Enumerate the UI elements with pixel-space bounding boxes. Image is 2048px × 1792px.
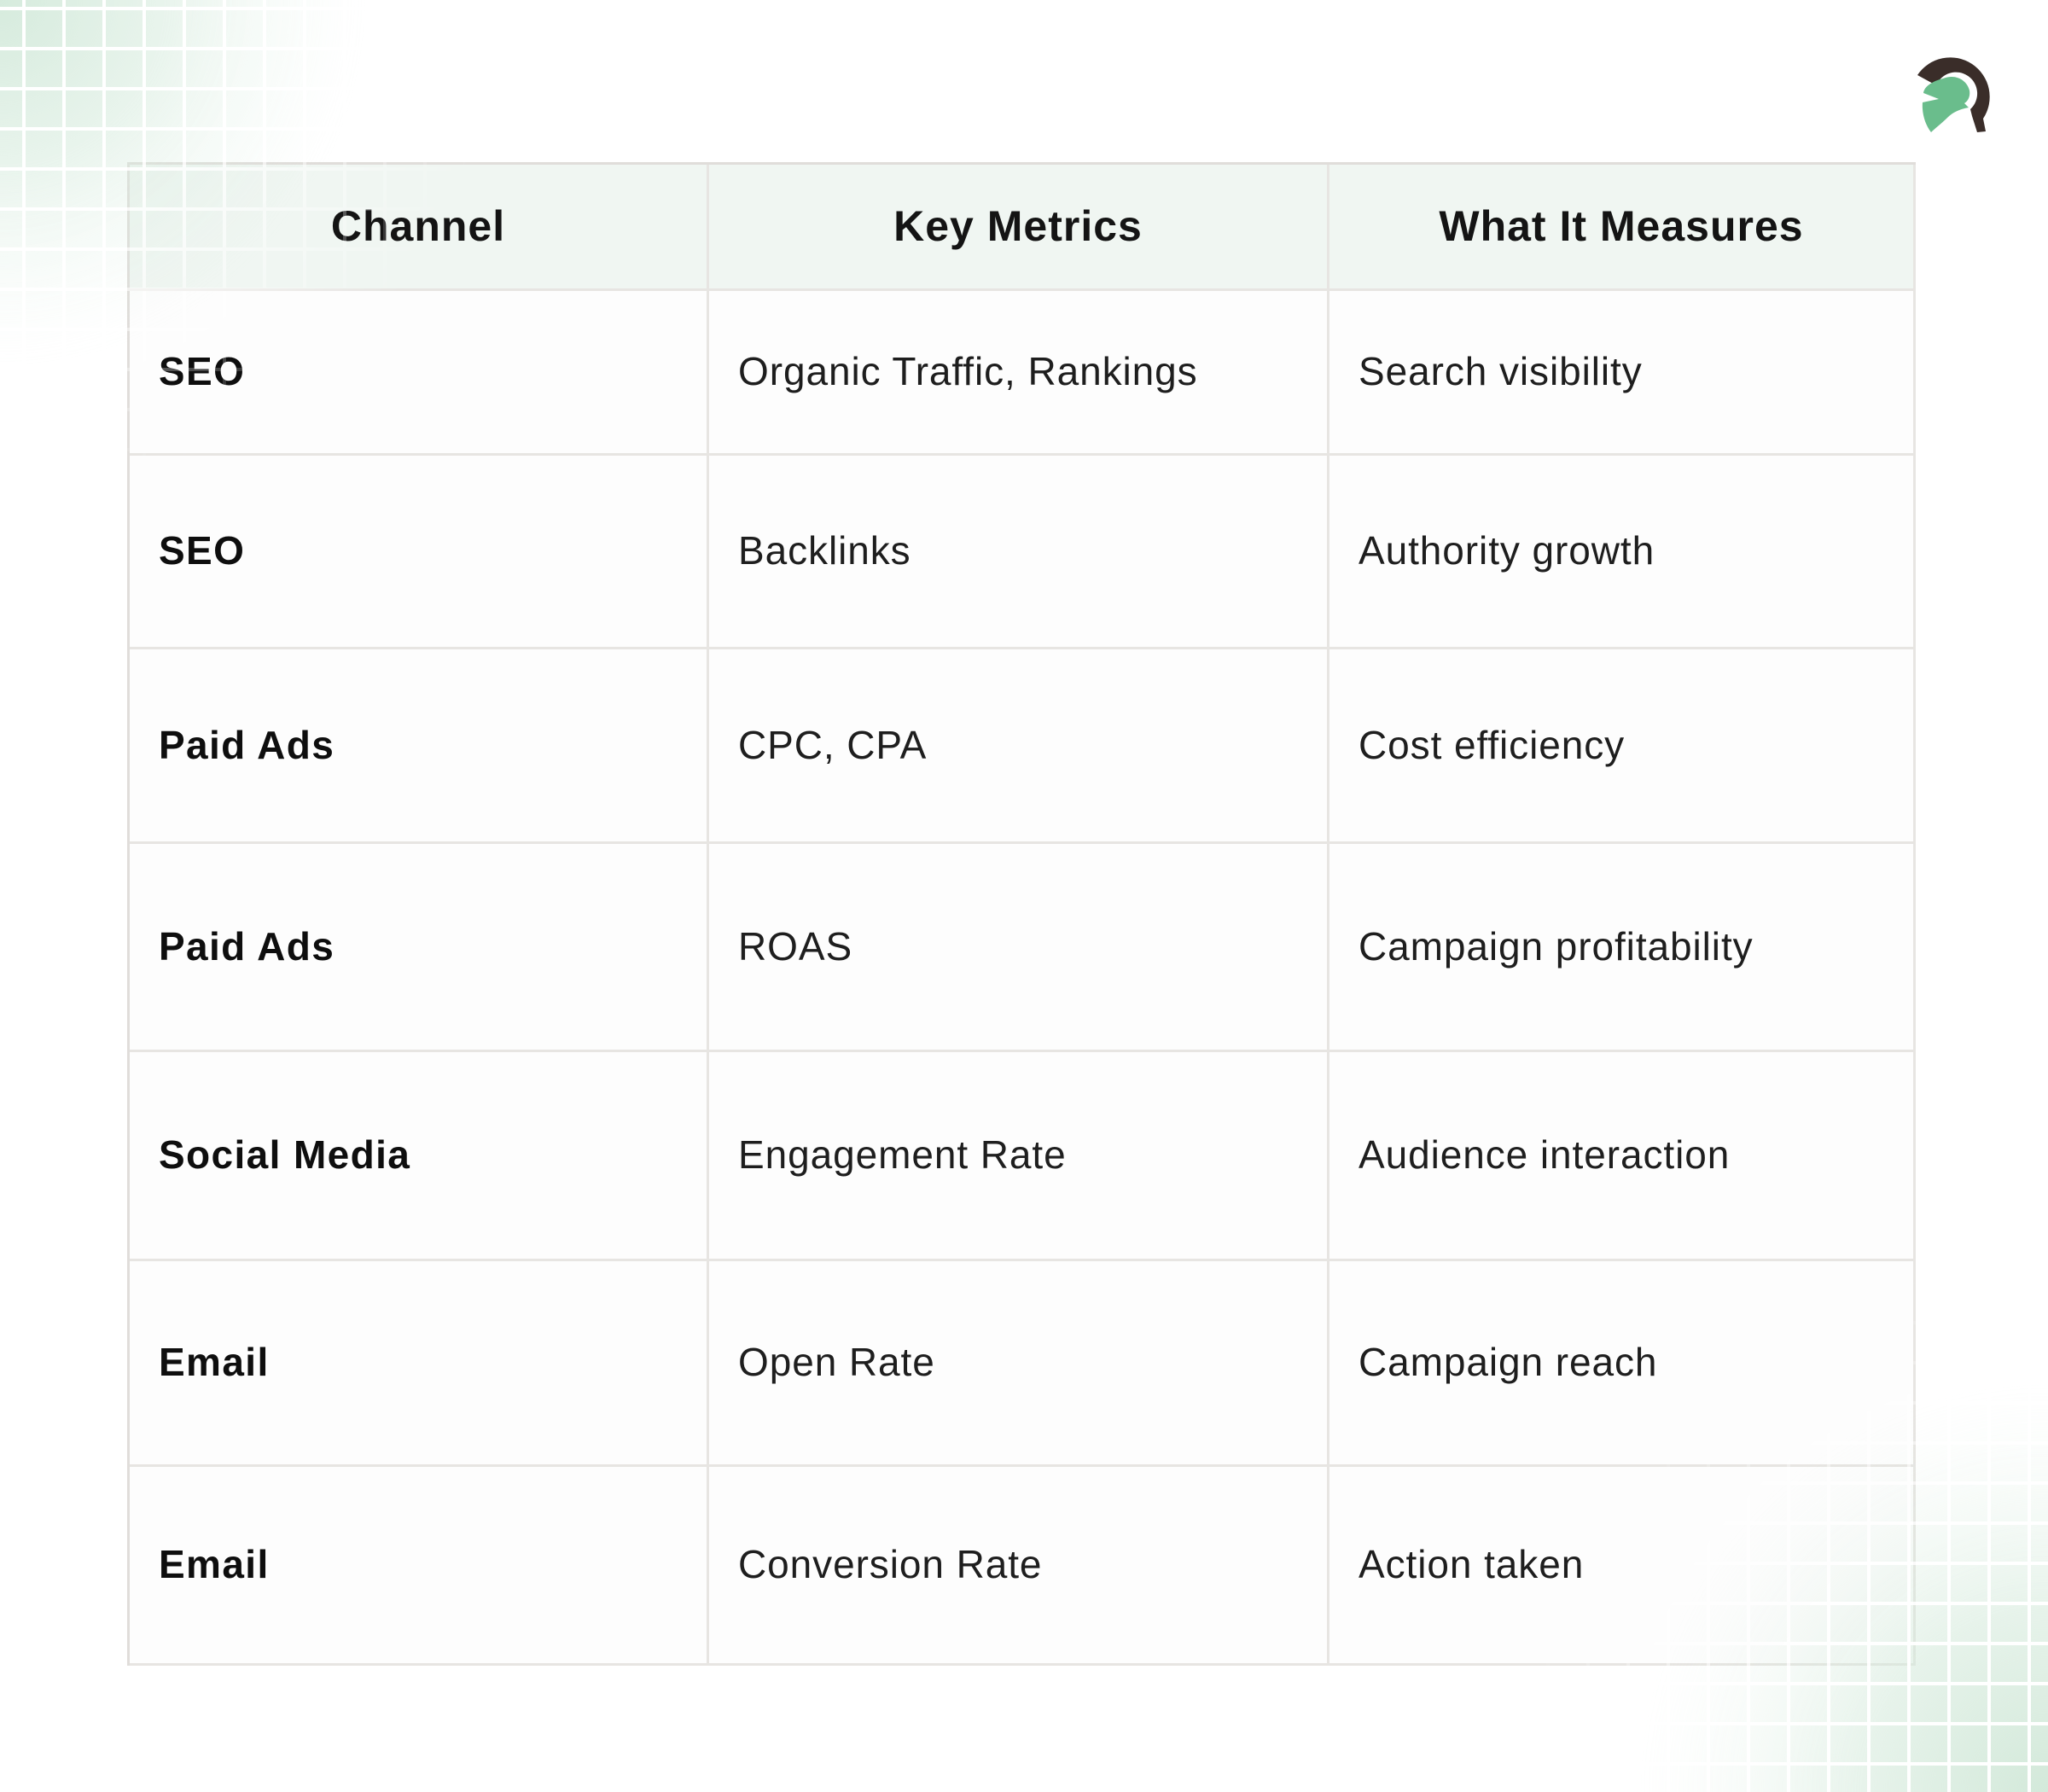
cell-channel: Paid Ads (130, 844, 709, 1052)
cell-channel: Email (130, 1467, 709, 1666)
cell-metrics: Organic Traffic, Rankings (709, 291, 1329, 456)
cell-metrics: ROAS (709, 844, 1329, 1052)
brand-logo (1910, 49, 1995, 138)
cell-measures: Audience interaction (1329, 1052, 1916, 1261)
cell-metrics: Open Rate (709, 1261, 1329, 1467)
cell-metrics: CPC, CPA (709, 649, 1329, 844)
cell-metrics: Engagement Rate (709, 1052, 1329, 1261)
column-header-metrics: Key Metrics (709, 165, 1329, 291)
cell-measures: Cost efficiency (1329, 649, 1916, 844)
cell-channel: SEO (130, 456, 709, 649)
cell-measures: Action taken (1329, 1467, 1916, 1666)
cell-channel: Social Media (130, 1052, 709, 1261)
cell-measures: Campaign reach (1329, 1261, 1916, 1467)
cell-metrics: Backlinks (709, 456, 1329, 649)
cell-channel: Email (130, 1261, 709, 1467)
spartan-helmet-icon (1917, 57, 1990, 132)
metrics-table: Channel Key Metrics What It Measures SEO… (127, 162, 1916, 1666)
cell-measures: Search visibility (1329, 291, 1916, 456)
column-header-channel: Channel (130, 165, 709, 291)
cell-channel: Paid Ads (130, 649, 709, 844)
cell-measures: Authority growth (1329, 456, 1916, 649)
cell-channel: SEO (130, 291, 709, 456)
cell-measures: Campaign profitability (1329, 844, 1916, 1052)
column-header-measures: What It Measures (1329, 165, 1916, 291)
cell-metrics: Conversion Rate (709, 1467, 1329, 1666)
